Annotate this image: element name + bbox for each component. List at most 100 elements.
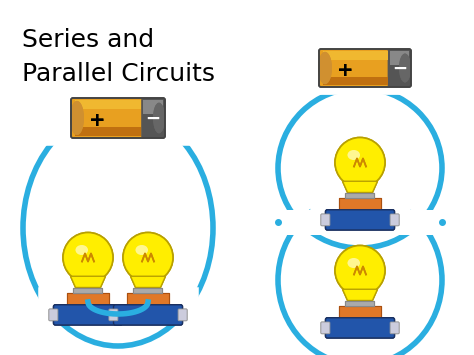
Bar	[323, 51, 388, 60]
Text: −: −	[146, 110, 161, 128]
Bar	[67, 293, 109, 307]
FancyBboxPatch shape	[326, 210, 394, 230]
Circle shape	[335, 246, 385, 295]
Bar	[323, 76, 388, 85]
FancyBboxPatch shape	[141, 98, 165, 138]
Ellipse shape	[347, 150, 360, 160]
FancyBboxPatch shape	[390, 214, 399, 226]
FancyBboxPatch shape	[319, 49, 392, 87]
Text: Parallel Circuits: Parallel Circuits	[22, 62, 215, 86]
Text: −: −	[392, 60, 407, 78]
Bar	[346, 192, 374, 198]
FancyBboxPatch shape	[388, 49, 411, 87]
Bar	[346, 300, 374, 306]
FancyBboxPatch shape	[113, 305, 182, 325]
FancyBboxPatch shape	[71, 98, 145, 138]
Polygon shape	[130, 276, 165, 288]
FancyBboxPatch shape	[390, 214, 399, 226]
FancyBboxPatch shape	[178, 309, 187, 321]
Ellipse shape	[318, 52, 332, 84]
Ellipse shape	[153, 103, 165, 133]
Circle shape	[63, 233, 113, 283]
FancyBboxPatch shape	[118, 309, 127, 321]
FancyBboxPatch shape	[178, 309, 187, 321]
Bar	[127, 293, 169, 307]
FancyBboxPatch shape	[319, 49, 392, 87]
Polygon shape	[343, 181, 377, 192]
FancyBboxPatch shape	[390, 322, 399, 334]
Circle shape	[335, 246, 385, 295]
Bar	[346, 300, 374, 306]
Bar	[390, 51, 409, 65]
Bar	[323, 76, 388, 85]
FancyBboxPatch shape	[71, 98, 145, 138]
Bar	[339, 198, 381, 212]
Polygon shape	[343, 289, 377, 300]
Bar	[339, 306, 381, 320]
Bar	[134, 288, 163, 293]
Bar	[134, 288, 163, 293]
Text: −: −	[392, 60, 407, 78]
Ellipse shape	[347, 258, 360, 268]
Circle shape	[335, 137, 385, 187]
Bar	[346, 192, 374, 198]
Ellipse shape	[70, 101, 84, 135]
FancyBboxPatch shape	[141, 98, 165, 138]
FancyBboxPatch shape	[326, 210, 394, 230]
Ellipse shape	[70, 101, 84, 135]
Bar	[75, 100, 141, 109]
FancyBboxPatch shape	[54, 305, 122, 325]
FancyBboxPatch shape	[54, 305, 122, 325]
Text: Series and: Series and	[22, 28, 154, 52]
Bar	[73, 288, 102, 293]
FancyBboxPatch shape	[388, 49, 411, 87]
Ellipse shape	[136, 245, 148, 255]
FancyBboxPatch shape	[109, 309, 118, 321]
Text: +: +	[89, 110, 106, 130]
Ellipse shape	[347, 150, 360, 160]
Circle shape	[123, 233, 173, 283]
Bar	[75, 127, 141, 136]
Bar	[143, 100, 163, 114]
FancyBboxPatch shape	[321, 214, 330, 226]
FancyBboxPatch shape	[49, 309, 58, 321]
FancyBboxPatch shape	[390, 322, 399, 334]
Polygon shape	[71, 276, 106, 288]
Ellipse shape	[75, 245, 88, 255]
FancyBboxPatch shape	[113, 305, 182, 325]
Bar	[127, 293, 169, 307]
FancyBboxPatch shape	[118, 309, 127, 321]
FancyBboxPatch shape	[49, 309, 58, 321]
Text: +: +	[337, 60, 353, 80]
Ellipse shape	[399, 54, 411, 82]
Polygon shape	[343, 181, 377, 192]
Bar	[75, 127, 141, 136]
Bar	[339, 198, 381, 212]
Text: −: −	[146, 110, 161, 128]
Bar	[143, 100, 163, 114]
Polygon shape	[343, 289, 377, 300]
FancyBboxPatch shape	[109, 309, 118, 321]
Ellipse shape	[399, 54, 411, 82]
Bar	[390, 51, 409, 65]
Circle shape	[335, 137, 385, 187]
Ellipse shape	[136, 245, 148, 255]
FancyBboxPatch shape	[326, 318, 394, 338]
Text: +: +	[337, 60, 353, 80]
Ellipse shape	[347, 258, 360, 268]
Polygon shape	[130, 276, 165, 288]
FancyBboxPatch shape	[321, 214, 330, 226]
Bar	[73, 288, 102, 293]
Ellipse shape	[318, 52, 332, 84]
Bar	[339, 306, 381, 320]
Bar	[75, 100, 141, 109]
Ellipse shape	[75, 245, 88, 255]
FancyBboxPatch shape	[326, 318, 394, 338]
Circle shape	[63, 233, 113, 283]
Polygon shape	[71, 276, 106, 288]
Circle shape	[123, 233, 173, 283]
Ellipse shape	[153, 103, 165, 133]
Bar	[323, 51, 388, 60]
Text: +: +	[89, 110, 106, 130]
Bar	[67, 293, 109, 307]
